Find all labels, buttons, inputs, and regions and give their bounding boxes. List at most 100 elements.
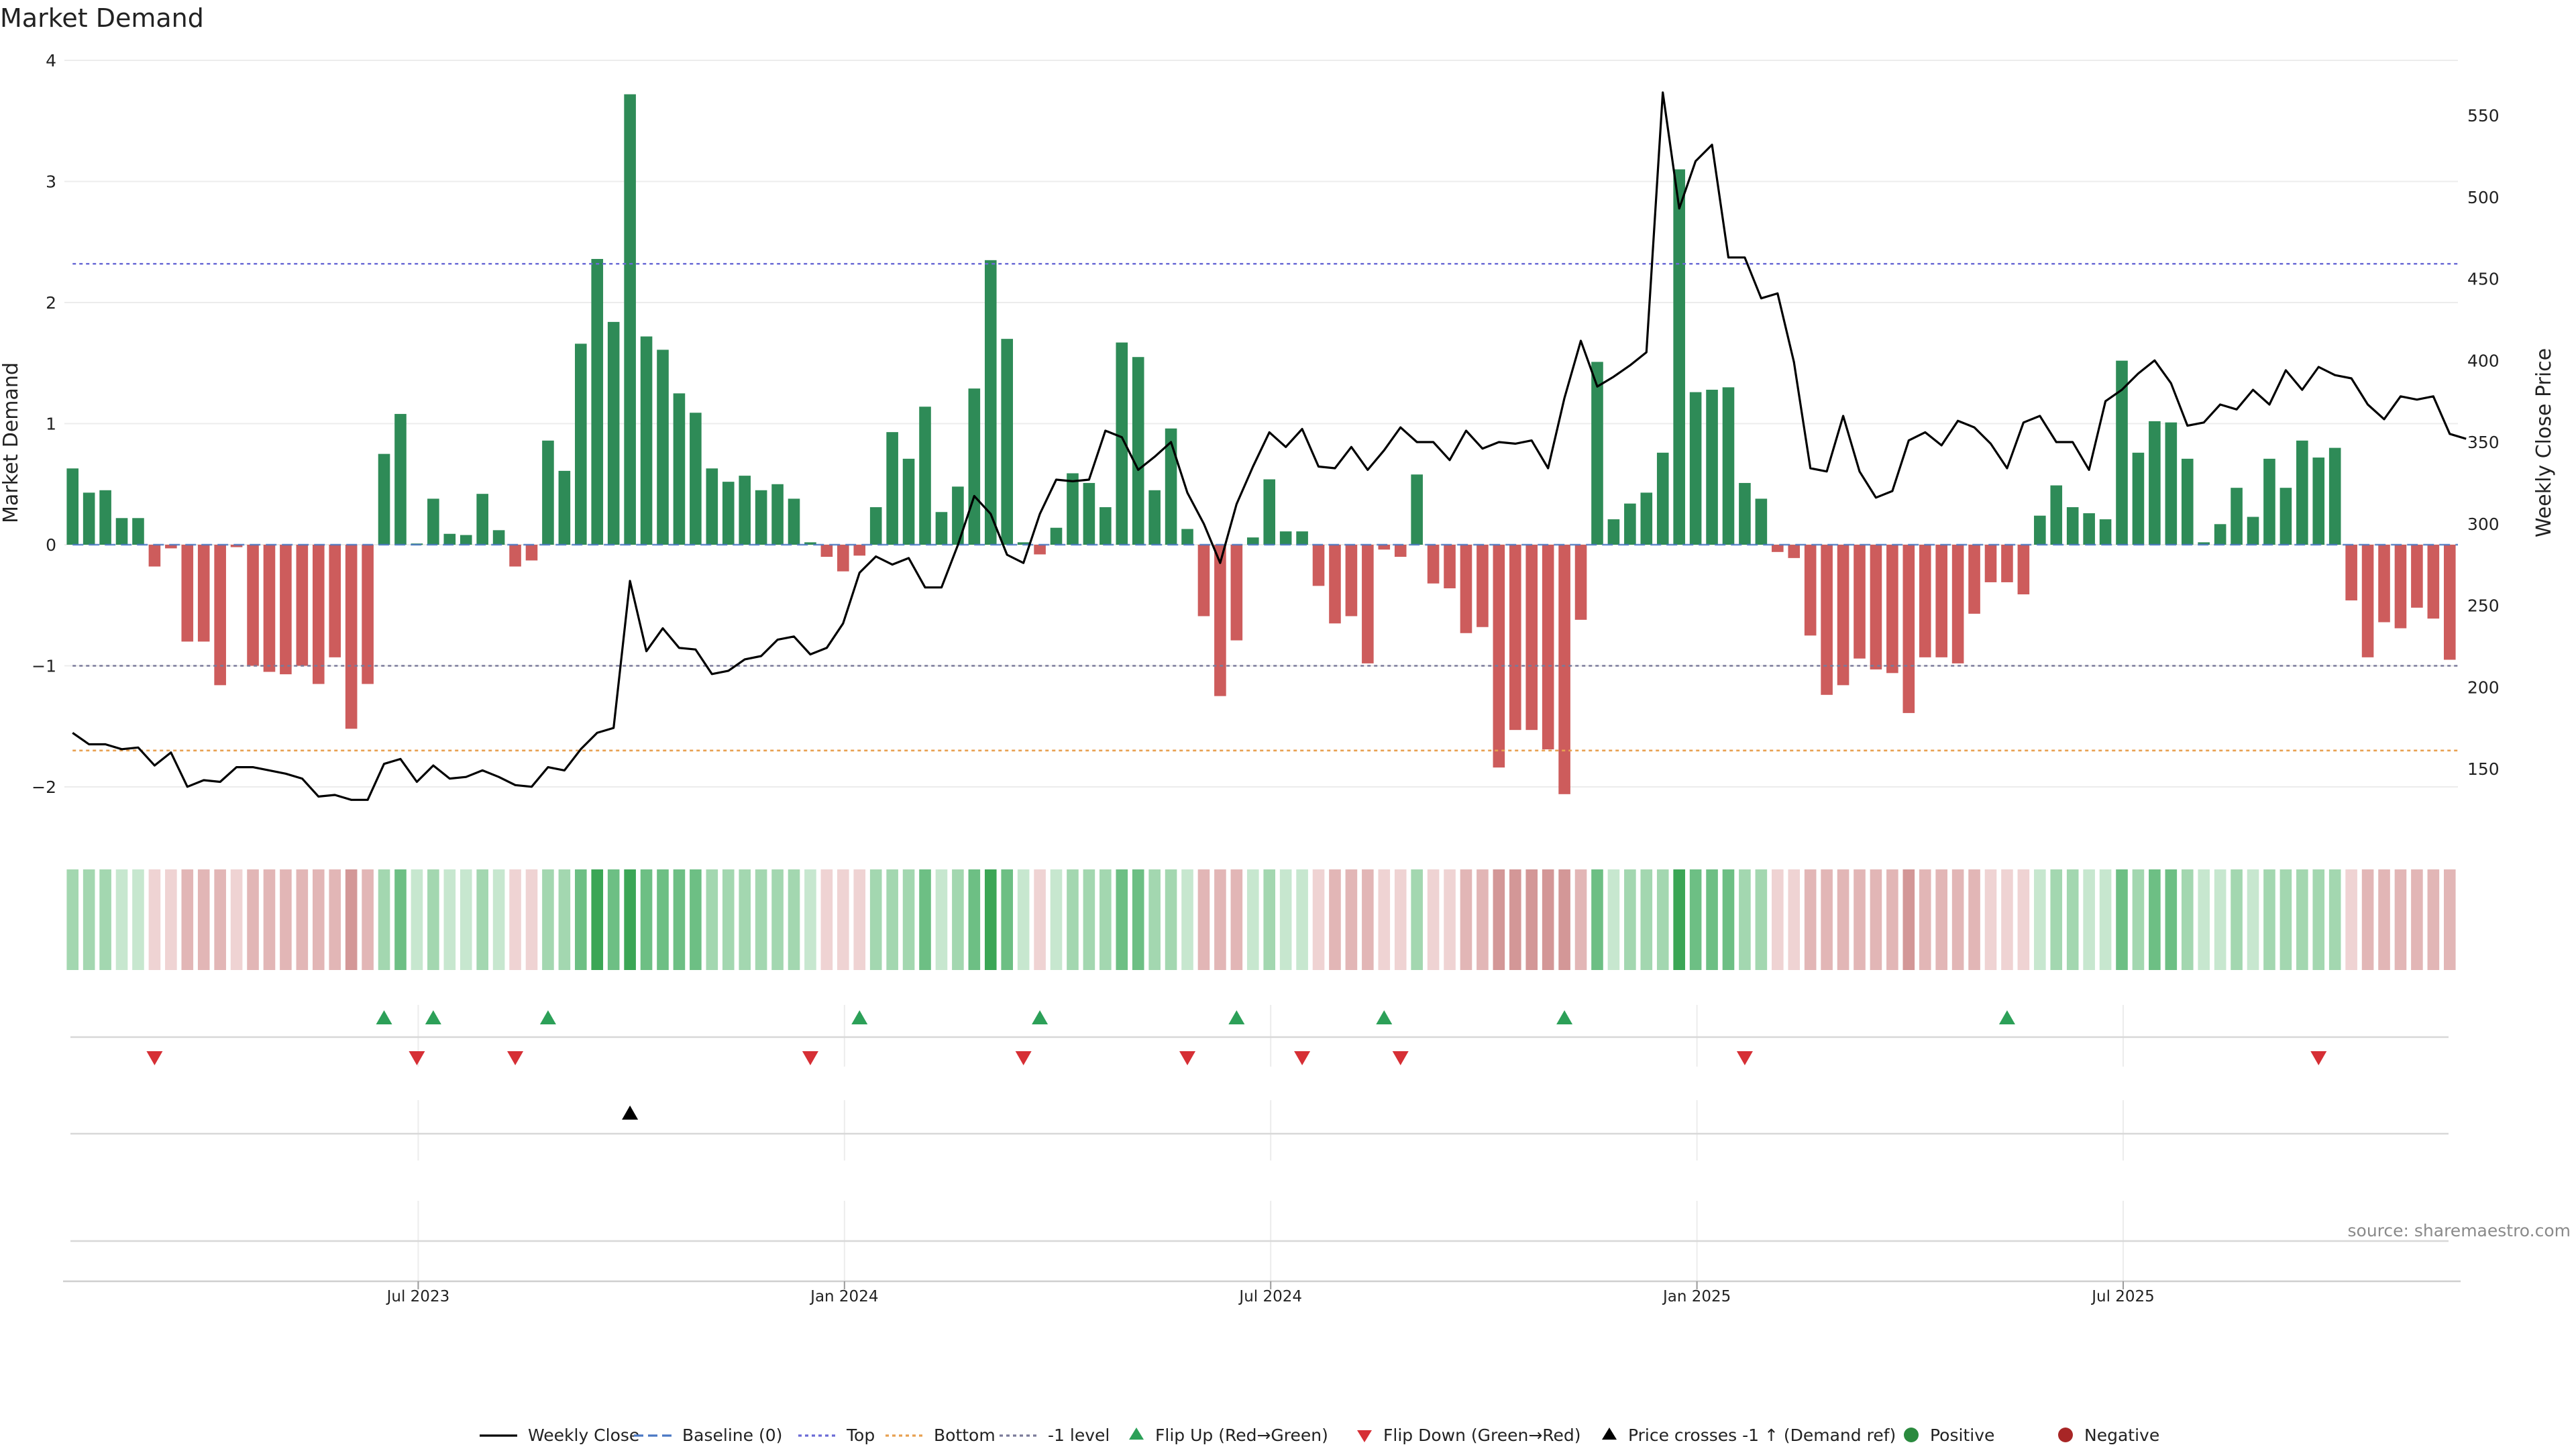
heat-strip-cell	[1919, 869, 1931, 970]
gridlines	[63, 60, 2461, 1283]
heat-strip-cell	[1181, 869, 1193, 970]
y2-tick-label: 300	[2467, 515, 2500, 534]
heat-strip-cell	[2034, 869, 2046, 970]
demand-bar-negative	[329, 545, 341, 657]
heat-strip-cell	[1001, 869, 1014, 970]
demand-bar-positive	[886, 432, 898, 545]
demand-bar-negative	[1230, 545, 1243, 641]
demand-bar-negative	[2361, 545, 2374, 657]
heat-strip-cell	[1083, 869, 1095, 970]
flip-up-marker	[851, 1010, 868, 1024]
demand-bar-negative	[280, 545, 292, 675]
demand-bar-negative	[1525, 545, 1538, 731]
heat-strip-cell	[1689, 869, 1702, 970]
heat-strip-cell	[263, 869, 276, 970]
heat-strip-cell	[1477, 869, 1489, 970]
legend-label: Negative	[2084, 1426, 2159, 1445]
demand-bar-negative	[1821, 545, 1833, 695]
flip-up-marker	[1228, 1010, 1245, 1024]
heat-strip-cell	[673, 869, 686, 970]
heat-strip-cell	[460, 869, 472, 970]
demand-bar-positive	[1755, 498, 1768, 545]
y-tick-label: 3	[46, 172, 56, 192]
demand-bar-negative	[230, 545, 243, 547]
flip-down-marker	[802, 1051, 818, 1065]
signal-markers	[146, 1010, 2327, 1120]
demand-bar-negative	[1509, 545, 1521, 731]
demand-bar-positive	[1246, 537, 1259, 545]
demand-bar-negative	[214, 545, 226, 686]
heat-strip-cell	[1460, 869, 1472, 970]
demand-bar-negative	[1460, 545, 1472, 633]
heat-strip-cell	[1099, 869, 1112, 970]
demand-bar-negative	[1542, 545, 1554, 750]
heat-strip-cell	[2066, 869, 2079, 970]
demand-bar-negative	[312, 545, 325, 684]
heat-strip-cell	[1870, 869, 1882, 970]
demand-bar-positive	[2149, 421, 2161, 545]
heat-strip-cell	[99, 869, 111, 970]
heat-strip-cell	[1673, 869, 1685, 970]
demand-bar-positive	[607, 321, 620, 545]
demand-bar-positive	[952, 486, 964, 545]
flip-down-marker	[409, 1051, 425, 1065]
heat-strip-cell	[1968, 869, 1980, 970]
demand-bar-positive	[804, 542, 816, 545]
demand-bar-negative	[1886, 545, 1898, 674]
demand-bar-negative	[1870, 545, 1882, 669]
demand-bar-negative	[1214, 545, 1226, 696]
heat-strip-cell	[394, 869, 407, 970]
heat-strip-cell	[1722, 869, 1735, 970]
y-tick-label: 1	[46, 415, 56, 434]
legend-item: Negative	[2058, 1426, 2159, 1445]
heat-strip-cell	[247, 869, 259, 970]
demand-bar-negative	[1574, 545, 1587, 620]
heat-strip-cell	[607, 869, 620, 970]
demand-bar-negative	[2345, 545, 2357, 601]
heat-strip-cell	[476, 869, 488, 970]
heat-strip-cell	[755, 869, 767, 970]
heat-strip-cell	[1165, 869, 1177, 970]
demand-bar-positive	[2312, 458, 2325, 545]
demand-bar-positive	[1607, 519, 1620, 545]
demand-bar-positive	[378, 453, 390, 545]
y-tick-label: 2	[46, 293, 56, 313]
demand-bar-positive	[1148, 490, 1161, 545]
heat-strip-cell	[2149, 869, 2161, 970]
demand-bar-negative	[1034, 545, 1046, 555]
heat-strip-cell	[1394, 869, 1407, 970]
heat-strip-cell	[525, 869, 538, 970]
heat-strip-cell	[1558, 869, 1570, 970]
heat-strip-cell	[968, 869, 981, 970]
demand-bar-positive	[1050, 527, 1063, 545]
heat-strip-cell	[1837, 869, 1849, 970]
demand-bar-negative	[181, 545, 194, 642]
demand-bar-positive	[2181, 458, 2194, 545]
heat-strip-cell	[1902, 869, 1915, 970]
heat-strip-cell	[739, 869, 751, 970]
heat-strip-cell	[657, 869, 669, 970]
heat-strip-cell	[2099, 869, 2112, 970]
demand-bar-positive	[2247, 517, 2259, 545]
demand-bar-positive	[99, 490, 111, 545]
demand-bar-positive	[1099, 507, 1112, 545]
reference-lines	[72, 262, 2458, 752]
heat-strip-cell	[230, 869, 243, 970]
heat-strip-cell	[1951, 869, 1964, 970]
heat-strip-cell	[837, 869, 849, 970]
demand-bar-negative	[1345, 545, 1358, 616]
demand-bar-positive	[1739, 482, 1751, 545]
heat-strip-cell	[1034, 869, 1046, 970]
heat-strip-cell	[2198, 869, 2210, 970]
demand-bar-positive	[2231, 488, 2243, 545]
heat-strip-cell	[362, 869, 374, 970]
demand-bar-negative	[1984, 545, 1997, 582]
demand-bar-negative	[1772, 545, 1784, 552]
demand-bar-positive	[902, 458, 915, 545]
demand-bar-negative	[853, 545, 866, 556]
heat-strip-cell	[427, 869, 439, 970]
demand-bar-negative	[1329, 545, 1341, 624]
demand-bar-negative	[2427, 545, 2440, 619]
legend-label: Bottom	[934, 1426, 996, 1445]
demand-bar-negative	[2001, 545, 2013, 582]
